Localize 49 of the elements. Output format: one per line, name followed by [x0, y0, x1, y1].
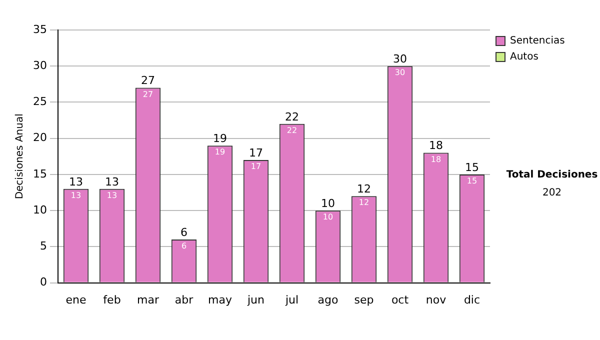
x-tick-label: ago [318, 293, 338, 306]
text: Total Decisiones [506, 170, 598, 181]
data-label: 19 [214, 148, 226, 157]
y-tick-label: 25 [32, 95, 47, 108]
total-label: 17 [249, 146, 263, 160]
y-tick-label: 35 [32, 22, 47, 36]
total-label: 6 [180, 226, 188, 239]
y-tick-label: 20 [32, 131, 47, 144]
data-label: 12 [358, 198, 370, 208]
total-label: 15 [465, 160, 479, 174]
y-tick-label: 10 [32, 203, 47, 216]
total-label: 13 [68, 175, 83, 188]
legend-label: Autos [510, 52, 538, 63]
total-label: 19 [213, 132, 227, 145]
legend-label: Sentencias [510, 36, 565, 47]
total-label: 30 [393, 52, 407, 66]
data-label: 27 [142, 90, 154, 99]
data-label: 18 [430, 154, 442, 164]
y-tick-label: 5 [40, 240, 47, 253]
x-tick-label: oct [391, 293, 410, 306]
x-tick-label: may [208, 293, 232, 306]
text: 202 [542, 188, 562, 199]
data-label: 22 [286, 126, 298, 135]
y-tick-label: 30 [32, 58, 47, 72]
x-tick-label: jul [284, 293, 299, 306]
data-label: 15 [466, 176, 478, 186]
x-tick-label: feb [103, 293, 121, 306]
total-label: 18 [429, 139, 443, 152]
data-label: 6 [181, 242, 187, 251]
x-tick-label: abr [174, 293, 194, 306]
total-label: 12 [357, 182, 371, 196]
x-tick-label: dic [464, 293, 480, 306]
data-label: 17 [250, 162, 262, 172]
x-tick-label: nov [426, 293, 447, 306]
total-label: 10 [321, 196, 335, 210]
y-axis-title: Decisiones Anual [14, 114, 26, 200]
x-tick-label: ene [66, 293, 86, 306]
y-tick-label: 15 [32, 167, 47, 180]
data-label: 13 [70, 190, 82, 200]
total-label: 13 [104, 175, 119, 188]
x-tick-label: jun [246, 293, 265, 306]
data-label: 30 [394, 68, 406, 78]
total-label: 22 [285, 110, 299, 124]
x-tick-label: mar [137, 293, 160, 306]
x-tick-label: sep [354, 293, 374, 306]
data-label: 10 [322, 212, 334, 222]
data-label: 13 [106, 190, 118, 200]
total-label: 27 [141, 74, 155, 88]
y-tick-label: 0 [40, 276, 47, 289]
